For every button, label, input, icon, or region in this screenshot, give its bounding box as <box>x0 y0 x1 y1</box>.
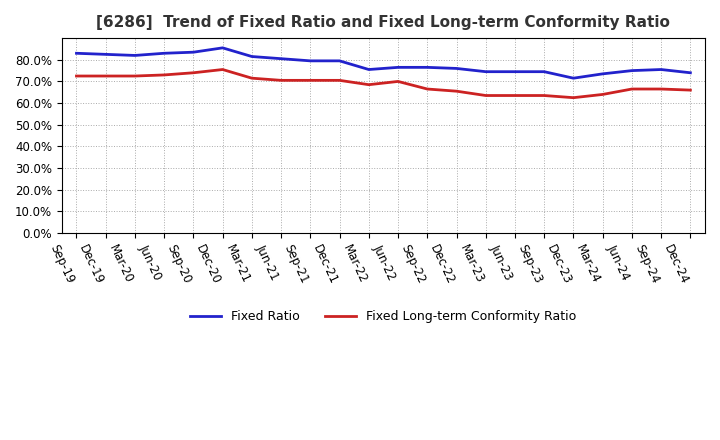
Fixed Long-term Conformity Ratio <box>102 73 110 79</box>
Fixed Long-term Conformity Ratio <box>482 93 490 98</box>
Fixed Ratio <box>336 58 344 63</box>
Fixed Long-term Conformity Ratio <box>540 93 549 98</box>
Fixed Ratio <box>540 69 549 74</box>
Fixed Ratio <box>189 50 198 55</box>
Fixed Long-term Conformity Ratio <box>657 86 665 92</box>
Fixed Long-term Conformity Ratio <box>306 78 315 83</box>
Fixed Long-term Conformity Ratio <box>569 95 577 100</box>
Fixed Ratio <box>423 65 431 70</box>
Fixed Ratio <box>598 71 607 77</box>
Fixed Ratio <box>686 70 695 75</box>
Fixed Long-term Conformity Ratio <box>130 73 139 79</box>
Line: Fixed Long-term Conformity Ratio: Fixed Long-term Conformity Ratio <box>76 70 690 98</box>
Fixed Ratio <box>452 66 461 71</box>
Fixed Ratio <box>657 67 665 72</box>
Fixed Long-term Conformity Ratio <box>686 88 695 93</box>
Fixed Long-term Conformity Ratio <box>628 86 636 92</box>
Fixed Ratio <box>569 76 577 81</box>
Fixed Long-term Conformity Ratio <box>423 86 431 92</box>
Fixed Long-term Conformity Ratio <box>394 79 402 84</box>
Fixed Ratio <box>160 51 168 56</box>
Fixed Long-term Conformity Ratio <box>160 72 168 77</box>
Fixed Ratio <box>72 51 81 56</box>
Fixed Long-term Conformity Ratio <box>598 92 607 97</box>
Fixed Long-term Conformity Ratio <box>336 78 344 83</box>
Fixed Ratio <box>218 45 227 51</box>
Fixed Ratio <box>482 69 490 74</box>
Fixed Long-term Conformity Ratio <box>218 67 227 72</box>
Fixed Ratio <box>510 69 519 74</box>
Fixed Long-term Conformity Ratio <box>248 76 256 81</box>
Title: [6286]  Trend of Fixed Ratio and Fixed Long-term Conformity Ratio: [6286] Trend of Fixed Ratio and Fixed Lo… <box>96 15 670 30</box>
Fixed Ratio <box>394 65 402 70</box>
Fixed Long-term Conformity Ratio <box>364 82 373 87</box>
Fixed Long-term Conformity Ratio <box>452 88 461 94</box>
Fixed Ratio <box>130 53 139 58</box>
Fixed Ratio <box>628 68 636 73</box>
Fixed Ratio <box>364 67 373 72</box>
Fixed Long-term Conformity Ratio <box>276 78 285 83</box>
Legend: Fixed Ratio, Fixed Long-term Conformity Ratio: Fixed Ratio, Fixed Long-term Conformity … <box>185 305 582 328</box>
Fixed Ratio <box>276 56 285 61</box>
Fixed Ratio <box>306 58 315 63</box>
Line: Fixed Ratio: Fixed Ratio <box>76 48 690 78</box>
Fixed Long-term Conformity Ratio <box>72 73 81 79</box>
Fixed Long-term Conformity Ratio <box>510 93 519 98</box>
Fixed Ratio <box>248 54 256 59</box>
Fixed Ratio <box>102 52 110 57</box>
Fixed Long-term Conformity Ratio <box>189 70 198 75</box>
